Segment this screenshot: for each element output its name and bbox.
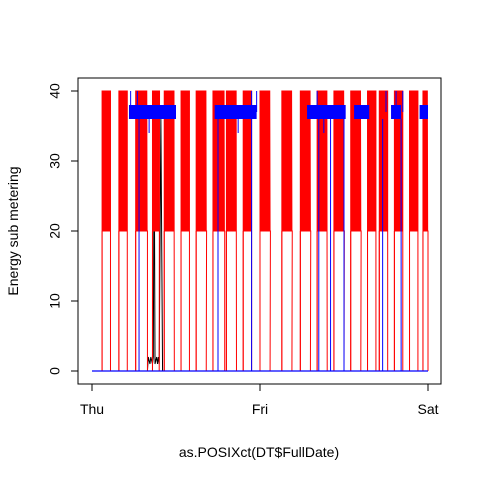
- series-2-burst-5: [180, 90, 190, 371]
- series-2-burst-band: [226, 91, 230, 231]
- series-2-burst-band: [409, 91, 413, 231]
- series-2-burst-band: [281, 91, 286, 231]
- series-2-burst-band: [422, 91, 425, 231]
- series-1-line-0: [92, 118, 428, 372]
- x-tick-label: Sat: [417, 401, 438, 417]
- y-tick-label: 10: [47, 293, 63, 309]
- series-2-burst-6: [195, 90, 208, 372]
- y-axis: 0 10 20 30 40: [47, 83, 79, 375]
- y-tick-label: 40: [47, 83, 63, 99]
- series-2-burst-2: [135, 90, 148, 371]
- series-2-burst-0: [101, 90, 111, 371]
- series-3-block-3: [354, 105, 370, 119]
- series-2-burst-17: [378, 90, 389, 371]
- series-2-burst-15: [350, 90, 362, 372]
- y-tick-label: 0: [47, 367, 63, 375]
- series-2-burst-band: [152, 91, 155, 231]
- series-2-burst-band: [181, 91, 184, 231]
- x-tick-label: Fri: [252, 401, 268, 417]
- series-2-burst-band: [379, 91, 383, 231]
- series-2-burst-18: [393, 90, 404, 371]
- series-3-block-5: [419, 105, 428, 119]
- series-2-burst-4: [163, 90, 175, 372]
- series-2-burst-band: [350, 91, 355, 231]
- series-2-burst-9: [242, 90, 253, 371]
- series-3-block-0: [128, 105, 176, 119]
- series-2-burst-band: [118, 91, 122, 231]
- series-2-burst-band: [102, 91, 106, 231]
- series-2-burst-16: [367, 90, 377, 371]
- series-2-burst-band: [135, 91, 140, 231]
- series-2-burst-band: [394, 91, 398, 231]
- series-2-burst-14: [333, 90, 345, 372]
- series-2-burst-1: [118, 90, 128, 371]
- series-2-burst-8: [225, 90, 237, 372]
- series-3-block-1: [214, 105, 257, 119]
- x-axis-label: as.POSIXct(DT$FullDate): [179, 444, 339, 460]
- x-tick-label: Thu: [80, 401, 104, 417]
- series-2-burst-band: [300, 91, 304, 231]
- series-2-burst-band: [164, 91, 168, 231]
- series-2-burst-band: [260, 91, 264, 231]
- series-2-burst-20: [422, 90, 429, 371]
- series-2-burst-11: [281, 90, 293, 372]
- series-2-burst-10: [259, 90, 271, 372]
- x-axis: Thu Fri Sat: [80, 383, 439, 417]
- series-2-burst-19: [409, 90, 419, 371]
- series-2-burst-band: [196, 91, 200, 231]
- series-2-burst-band: [212, 91, 218, 231]
- data-layer: [92, 90, 429, 372]
- series-2-burst-band: [243, 91, 247, 231]
- y-tick-label: 30: [47, 153, 63, 169]
- series-2-burst-3: [151, 90, 161, 372]
- series-2-burst-band: [367, 91, 371, 231]
- series-2-burst-12: [299, 90, 312, 372]
- series-2-burst-7: [212, 90, 226, 371]
- series-3-block-2: [307, 105, 346, 119]
- series-2-burst-band: [333, 91, 338, 231]
- y-axis-label: Energy sub metering: [5, 166, 21, 295]
- y-tick-label: 20: [47, 223, 63, 239]
